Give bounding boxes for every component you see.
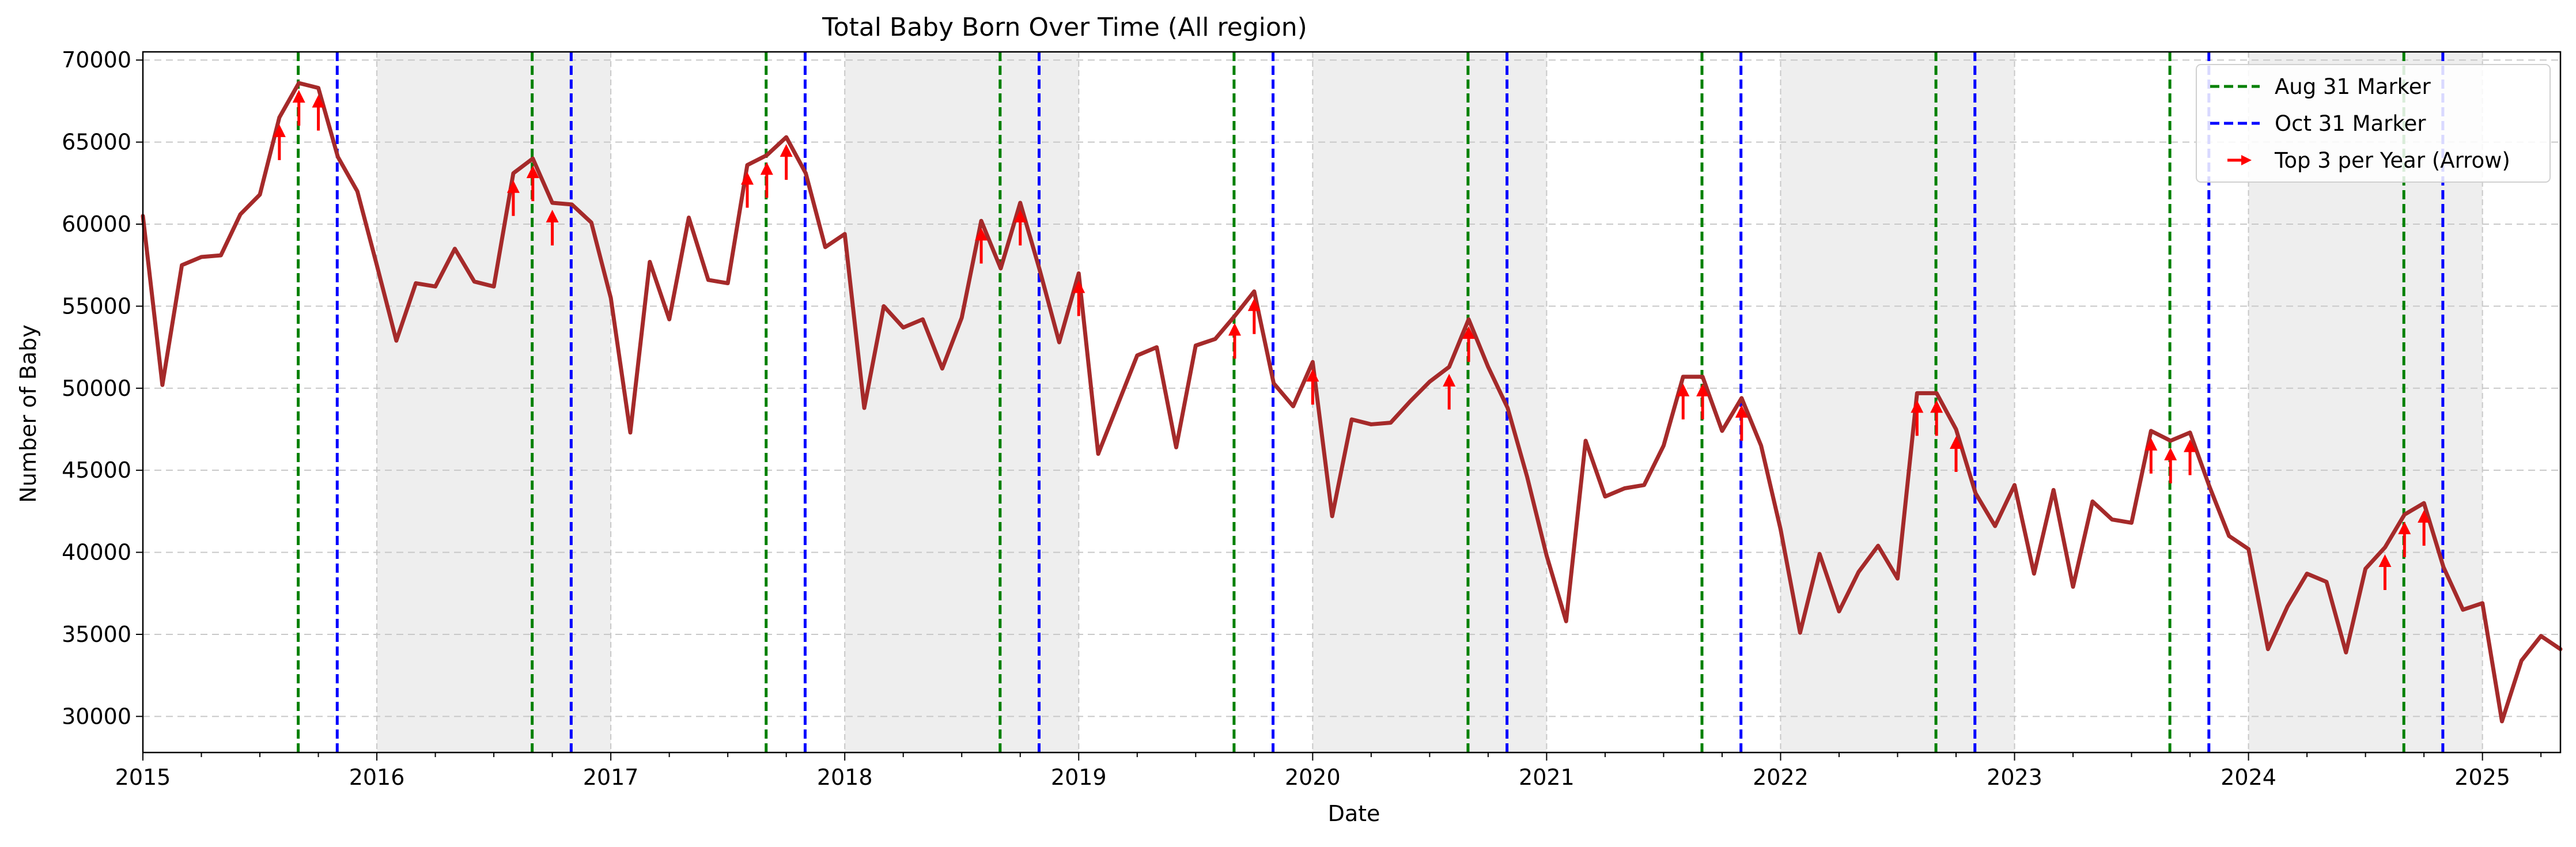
y-tick-label: 60000 [62,211,131,237]
top3-arrow [1228,323,1241,359]
top3-arrow [2144,437,2158,474]
top3-arrow-head [1462,326,1476,339]
top3-arrow [526,165,539,202]
top3-arrow-head [273,124,286,137]
top3-arrow [1306,369,1319,405]
legend-label-aug: Aug 31 Marker [2275,74,2431,99]
top3-arrow-head [760,162,773,175]
top3-arrow [975,228,988,264]
shaded-year-band [377,52,611,753]
top3-arrow [546,209,559,245]
legend-arrow-head [2241,155,2252,165]
top3-arrow-head [1696,383,1709,396]
series-line-total-baby [141,81,2563,724]
legend-label-oct: Oct 31 Marker [2275,111,2426,136]
x-tick-label: 2025 [2454,765,2510,790]
top3-arrow-head [1013,209,1027,222]
x-tick-label: 2022 [1753,765,1809,790]
top3-arrow-head [2144,437,2158,451]
top3-arrow-head [1247,298,1261,311]
y-axis-label: Number of Baby [16,324,41,502]
arrows-layer [273,90,2431,591]
axes-layer: 30000 35000 40000 45000 50000 55000 60000 65000… [62,47,2562,790]
top3-arrow-head [1072,280,1085,293]
top3-arrow [292,90,305,126]
top3-arrow-head [292,90,305,103]
top3-arrow [1013,209,1027,245]
top3-arrow-head [2418,510,2431,523]
top3-arrow [2418,510,2431,546]
top3-arrow [2184,439,2197,475]
top3-arrow [1677,383,1690,419]
top3-arrow [780,144,793,180]
shaded-year-band [1780,52,2015,753]
shaded-year-band [1312,52,1547,753]
top3-arrow [1930,400,1943,436]
x-tick-label: 2020 [1285,765,1341,790]
year-shading-layer [376,52,2483,753]
top3-arrow-head [2164,447,2177,460]
top3-arrow [2398,521,2411,558]
top3-arrow [741,172,754,208]
legend-box [2196,64,2551,183]
x-tick-label: 2019 [1051,765,1107,790]
y-tick-label: 35000 [62,622,131,647]
shaded-year-band [845,52,1079,753]
top3-arrow [1950,436,1962,472]
top3-arrow-head [741,172,754,185]
series-layer [141,81,2563,724]
top3-arrow [1247,298,1261,334]
legend-label-arrow: Top 3 per Year (Arrow) [2274,148,2510,173]
x-tick-label: 2021 [1519,765,1575,790]
top3-arrow-head [2184,439,2197,452]
top3-arrow [1443,373,1456,410]
top3-arrow [312,94,325,131]
top3-arrow-head [975,228,988,241]
top3-arrow-head [506,180,520,193]
x-tick-label: 2017 [583,765,639,790]
top3-arrow [273,124,286,160]
top3-arrow [1696,383,1709,419]
y-tick-label: 40000 [62,540,131,565]
x-tick-label: 2023 [1987,765,2042,790]
x-axis-label: Date [1328,801,1380,826]
y-tick-label: 30000 [62,704,131,729]
top3-arrow-head [546,209,559,222]
top3-arrow-head [526,165,539,179]
top3-arrow-head [1677,383,1690,396]
top3-arrow [2378,554,2392,591]
top3-arrow [1072,280,1085,316]
plot-frame [142,51,2562,754]
y-tick-label: 65000 [62,130,131,155]
top3-arrow [1462,326,1476,362]
top3-arrow-head [1443,373,1456,387]
x-tick-label: 2024 [2221,765,2276,790]
top3-arrow-head [312,94,325,108]
top3-arrow-head [2378,554,2392,568]
x-tick-label: 2015 [115,765,171,790]
top3-arrow-head [1306,369,1319,382]
top3-arrow-head [1911,400,1924,413]
x-tick-label: 2018 [817,765,873,790]
top3-arrow-head [1930,400,1943,413]
y-tick-label: 50000 [62,376,131,401]
chart-title: Total Baby Born Over Time (All region) [822,13,1307,42]
top3-arrow [1911,400,1924,436]
top3-arrow [506,180,520,216]
y-tick-label: 70000 [62,47,131,73]
x-tick-label: 2016 [349,765,405,790]
y-tick-label: 45000 [62,457,131,483]
top3-arrow-head [780,144,793,157]
top3-arrow [760,162,773,198]
y-tick-label: 55000 [62,293,131,319]
top3-arrow-head [1950,436,1962,449]
legend: Aug 31 Marker Oct 31 Marker Top 3 per Year… [2196,64,2551,183]
top3-arrow [2164,447,2177,483]
top3-arrow-head [2398,521,2411,535]
top3-arrow-head [1228,323,1241,336]
top3-arrow [1735,404,1748,441]
top3-arrow-head [1735,404,1748,418]
